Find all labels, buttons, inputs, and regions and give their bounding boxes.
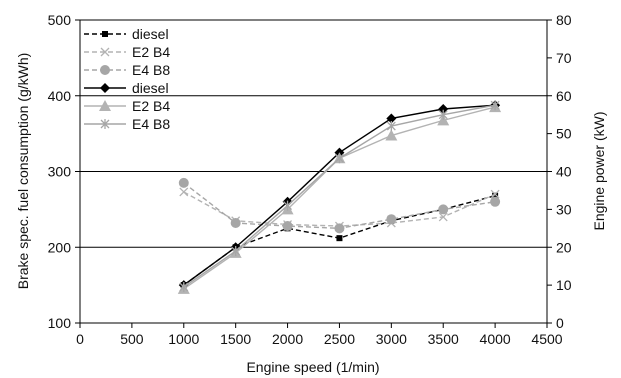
- series-line-power-e4-b8: [183, 104, 496, 288]
- y-left-tick-label: 400: [48, 88, 72, 104]
- x-tick-label: 1500: [220, 331, 251, 347]
- x-tick-label: 0: [76, 331, 84, 347]
- data-point-power-e4-b8: [334, 153, 344, 164]
- legend-marker-bsfc-diesel: [102, 31, 108, 37]
- data-point-bsfc-e4-b8: [178, 177, 189, 188]
- legend-label-bsfc-diesel: diesel: [132, 26, 169, 42]
- y-right-tick-label: 60: [556, 88, 572, 104]
- series-line-bsfc-e4-b8: [183, 182, 496, 230]
- legend-marker-bsfc-e2-b4: [100, 47, 110, 57]
- data-point-power-e2-b4: [437, 114, 450, 126]
- x-tick-label: 2000: [272, 331, 303, 347]
- legend-label-power-diesel: diesel: [132, 80, 169, 96]
- x-tick-label: 3500: [428, 331, 459, 347]
- legend-label-power-e2-b4: E2 B4: [132, 98, 170, 114]
- y-right-tick-label: 50: [556, 126, 572, 142]
- x-tick-label: 4500: [531, 331, 562, 347]
- data-point-bsfc-e4-b8: [386, 214, 397, 225]
- y-left-tick-label: 500: [48, 12, 72, 28]
- data-point-power-e4-b8: [438, 109, 448, 120]
- y-right-tick-label: 0: [556, 315, 564, 331]
- data-point-bsfc-e2-b4: [490, 189, 500, 199]
- data-point-power-e4-b8: [179, 282, 189, 293]
- legend-marker-power-diesel: [100, 83, 110, 93]
- x-tick-label: 2500: [324, 331, 355, 347]
- y-right-tick-label: 20: [556, 239, 572, 255]
- series-line-power-diesel: [183, 104, 496, 286]
- y-right-tick-label: 80: [556, 12, 572, 28]
- data-point-bsfc-e4-b8: [490, 196, 501, 207]
- y-axis-right-title: Engine power (kW): [591, 111, 607, 230]
- data-series: [177, 100, 502, 294]
- series-line-power-e2-b4: [183, 106, 496, 290]
- data-point-bsfc-e2-b4: [438, 212, 448, 222]
- y-right-tick-label: 30: [556, 201, 572, 217]
- legend: diesel E2 B4 E4 B8 diesel E2 B4 E4 B8: [84, 26, 170, 132]
- legend-label-bsfc-e4-b8: E4 B8: [132, 62, 170, 78]
- axes: 0 500 1000 1500 2000 2500 3000 3500 4000 45001002…: [48, 12, 572, 347]
- y-axis-left-title: Brake spec. fuel consumption (g/kWh): [15, 53, 31, 290]
- y-left-tick-label: 100: [48, 315, 72, 331]
- data-point-power-e4-b8: [231, 246, 241, 257]
- data-point-bsfc-diesel: [492, 192, 499, 199]
- data-point-bsfc-e4-b8: [282, 221, 293, 232]
- x-tick-label: 500: [120, 331, 144, 347]
- y-right-tick-label: 10: [556, 277, 572, 293]
- y-left-tick-label: 300: [48, 164, 72, 180]
- data-point-power-e4-b8: [283, 200, 293, 211]
- x-tick-label: 1000: [168, 331, 199, 347]
- legend-marker-power-e4-b8: [100, 119, 110, 129]
- data-point-power-e4-b8: [490, 100, 500, 111]
- legend-marker-power-e2-b4: [99, 100, 111, 111]
- data-point-bsfc-e4-b8: [334, 223, 345, 234]
- data-point-bsfc-e2-b4: [179, 187, 189, 197]
- y-right-tick-label: 40: [556, 164, 572, 180]
- y-right-tick-label: 70: [556, 50, 572, 66]
- data-point-bsfc-e4-b8: [438, 204, 449, 215]
- data-point-power-e4-b8: [386, 121, 396, 132]
- legend-label-bsfc-e2-b4: E2 B4: [132, 44, 170, 60]
- y-left-tick-label: 200: [48, 239, 72, 255]
- data-point-bsfc-e4-b8: [230, 218, 241, 229]
- data-point-power-e2-b4: [385, 129, 398, 141]
- x-tick-label: 4000: [480, 331, 511, 347]
- x-axis-title: Engine speed (1/min): [246, 359, 379, 375]
- data-point-power-diesel: [386, 113, 397, 124]
- legend-marker-bsfc-e4-b8: [100, 65, 110, 75]
- legend-label-power-e4-b8: E4 B8: [132, 116, 170, 132]
- grid-lines: [80, 95, 547, 248]
- data-point-bsfc-diesel: [336, 235, 343, 242]
- x-tick-label: 3000: [376, 331, 407, 347]
